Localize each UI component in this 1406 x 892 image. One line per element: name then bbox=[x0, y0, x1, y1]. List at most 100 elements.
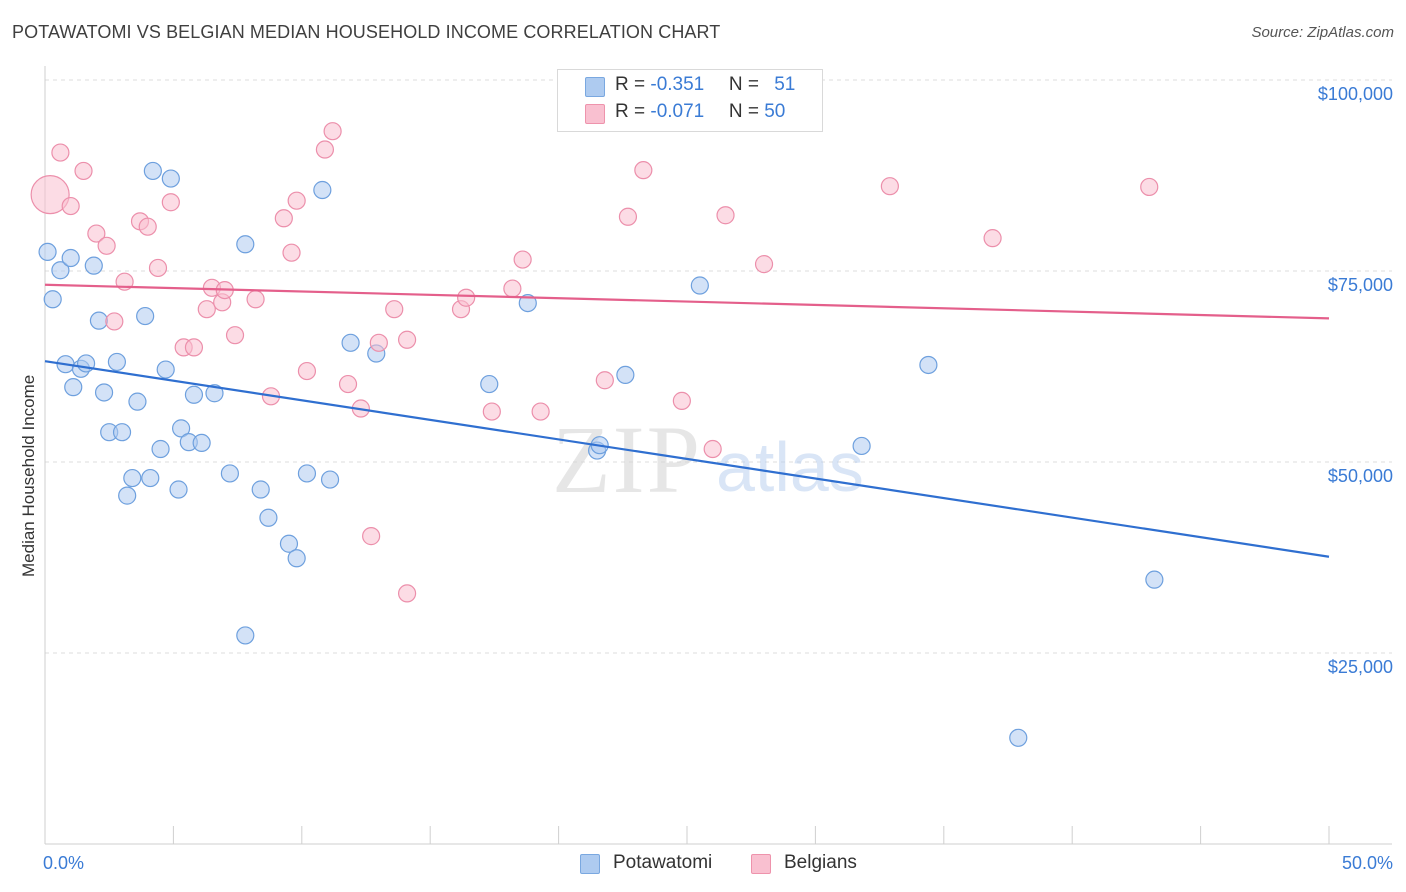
point-belgians bbox=[287, 191, 306, 210]
point-potawatomi bbox=[616, 365, 635, 385]
point-potawatomi bbox=[313, 180, 332, 200]
point-belgians bbox=[457, 288, 476, 307]
point-belgians bbox=[672, 391, 691, 410]
point-potawatomi bbox=[84, 256, 103, 275]
point-potawatomi bbox=[320, 470, 340, 489]
bottom-legend-label-potawatomi: Potawatomi bbox=[613, 852, 713, 873]
legend-n-value: 50 bbox=[764, 101, 786, 122]
tick-labels: $100,000 $75,000 $50,000 $25,000 0.0% 50.0% bbox=[43, 84, 1393, 873]
x-tick-label: 0.0% bbox=[43, 853, 84, 873]
point-potawatomi bbox=[94, 383, 114, 402]
point-potawatomi bbox=[1009, 728, 1028, 747]
data-points bbox=[30, 122, 1164, 747]
point-belgians bbox=[397, 584, 417, 603]
y-tick-label: $50,000 bbox=[1328, 466, 1393, 486]
point-potawatomi bbox=[251, 480, 270, 499]
point-potawatomi bbox=[123, 468, 142, 488]
y-tick-label: $25,000 bbox=[1328, 657, 1393, 677]
point-belgians bbox=[482, 402, 501, 421]
legend-n-value: 51 bbox=[774, 74, 796, 95]
trend-lines bbox=[44, 283, 1330, 558]
point-potawatomi bbox=[259, 508, 278, 527]
point-belgians bbox=[716, 206, 735, 225]
point-potawatomi bbox=[184, 385, 204, 404]
point-potawatomi bbox=[38, 242, 57, 261]
point-potawatomi bbox=[143, 161, 162, 181]
legend-swatch-potawatomi bbox=[585, 77, 605, 97]
source-label: Source: ZipAtlas.com bbox=[1251, 24, 1394, 41]
point-belgians bbox=[362, 527, 381, 546]
point-belgians bbox=[880, 177, 899, 196]
point-potawatomi bbox=[236, 626, 255, 645]
y-tick-label: $75,000 bbox=[1328, 275, 1393, 295]
point-belgians bbox=[385, 300, 404, 319]
point-potawatomi bbox=[141, 468, 160, 488]
legend-r-label: R = bbox=[615, 74, 651, 95]
watermark-zip: ZIP bbox=[552, 406, 702, 513]
point-belgians bbox=[983, 229, 1002, 248]
point-potawatomi bbox=[341, 333, 360, 352]
point-potawatomi bbox=[690, 276, 709, 295]
point-potawatomi bbox=[89, 311, 109, 330]
bottom-legend-swatch-belgians bbox=[751, 854, 771, 874]
legend-r-label: R = bbox=[615, 101, 651, 122]
legend-swatch-belgians bbox=[585, 104, 605, 124]
point-belgians bbox=[369, 333, 388, 352]
legend-r-value: -0.071 bbox=[650, 101, 705, 122]
point-potawatomi bbox=[220, 464, 239, 483]
point-belgians bbox=[338, 374, 358, 394]
point-belgians bbox=[105, 312, 124, 331]
point-belgians bbox=[246, 290, 265, 309]
legend-n-label: N = bbox=[728, 74, 765, 95]
point-potawatomi bbox=[518, 293, 537, 313]
point-belgians bbox=[61, 196, 80, 216]
point-potawatomi bbox=[1145, 570, 1164, 589]
point-belgians bbox=[30, 175, 70, 215]
x-tick-label: 50.0% bbox=[1342, 853, 1393, 873]
point-belgians bbox=[74, 161, 93, 181]
legend: R = -0.351 N = 51 R = -0.071 N = 50 bbox=[557, 69, 823, 132]
bottom-legend-swatch-potawatomi bbox=[580, 854, 600, 874]
point-potawatomi bbox=[64, 378, 83, 397]
bottom-legend-label-belgians: Belgians bbox=[784, 852, 857, 873]
point-potawatomi bbox=[118, 486, 137, 505]
point-belgians bbox=[148, 258, 168, 278]
bottom-legend-potawatomi: Potawatomi bbox=[580, 852, 712, 874]
point-potawatomi bbox=[128, 392, 147, 411]
gridlines bbox=[45, 79, 1392, 654]
point-belgians bbox=[323, 122, 342, 141]
point-belgians bbox=[97, 236, 116, 255]
point-belgians bbox=[87, 224, 106, 243]
point-belgians bbox=[503, 279, 522, 298]
point-potawatomi bbox=[279, 534, 299, 553]
point-belgians bbox=[618, 207, 638, 226]
point-potawatomi bbox=[169, 480, 188, 499]
point-potawatomi bbox=[919, 355, 938, 375]
point-belgians bbox=[1140, 177, 1159, 197]
point-belgians bbox=[161, 193, 180, 212]
point-potawatomi bbox=[51, 261, 70, 280]
point-potawatomi bbox=[112, 423, 132, 442]
point-potawatomi bbox=[172, 419, 191, 438]
chart-title: POTAWATOMI VS BELGIAN MEDIAN HOUSEHOLD I… bbox=[12, 22, 721, 42]
watermark: ZIP atlas bbox=[552, 406, 864, 513]
point-belgians bbox=[138, 217, 157, 236]
point-potawatomi bbox=[297, 464, 317, 483]
point-potawatomi bbox=[156, 360, 175, 379]
point-belgians bbox=[531, 402, 550, 421]
point-potawatomi bbox=[192, 433, 211, 452]
point-potawatomi bbox=[107, 352, 127, 372]
trend-line-potawatomi bbox=[44, 360, 1330, 558]
point-belgians bbox=[297, 361, 317, 381]
bottom-legend-belgians: Belgians bbox=[751, 852, 857, 874]
point-belgians bbox=[315, 140, 335, 159]
legend-row-potawatomi: R = -0.351 N = 51 bbox=[558, 74, 822, 100]
point-potawatomi bbox=[287, 549, 306, 568]
legend-r-value: -0.351 bbox=[650, 74, 705, 95]
point-potawatomi bbox=[61, 248, 80, 268]
point-potawatomi bbox=[852, 436, 871, 456]
point-belgians bbox=[51, 143, 70, 162]
point-potawatomi bbox=[480, 374, 499, 394]
point-potawatomi bbox=[161, 169, 180, 188]
legend-row-belgians: R = -0.071 N = 50 bbox=[558, 101, 822, 127]
